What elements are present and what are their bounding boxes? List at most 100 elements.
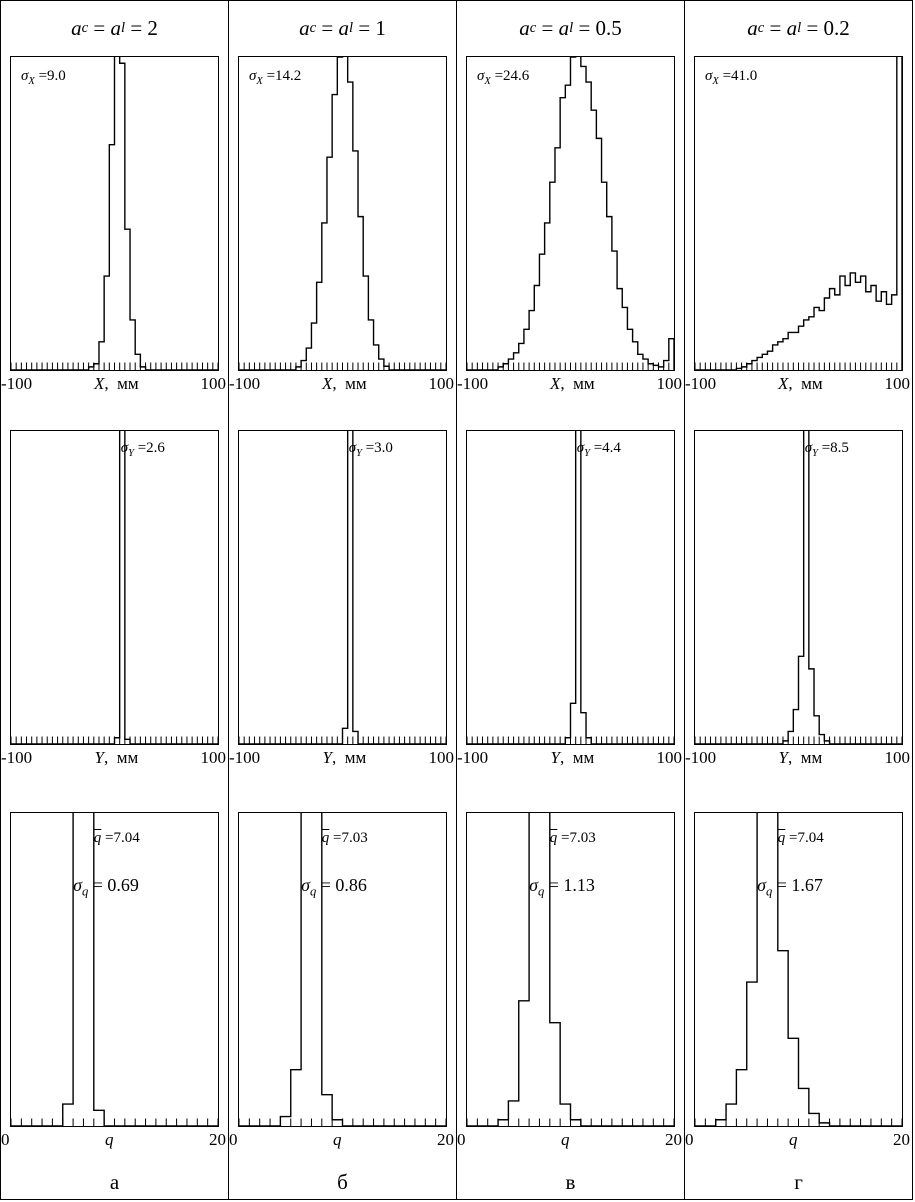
axis-max: 100	[656, 373, 682, 393]
axis-var: q	[789, 1129, 798, 1149]
panel-y-histogram-1: σY =2.6 -100 Y, мм 100	[1, 429, 228, 774]
sigma-y-label: σY =2.6	[121, 439, 165, 461]
q-bar-symbol: q	[549, 829, 558, 846]
mean-q-label: q =7.03	[550, 829, 596, 847]
sigma-x-label: σX =14.2	[249, 67, 301, 89]
q-histogram	[467, 813, 674, 1126]
q-axis-labels: 0 q 20	[1, 1130, 226, 1156]
sigma-q-label: σq = 1.13	[529, 875, 595, 900]
axis-unit: , мм	[104, 373, 139, 393]
sigma-subscript: q	[765, 884, 773, 899]
axis-max: 20	[437, 1129, 454, 1149]
header-value: = 1	[353, 15, 386, 40]
sigma-q-label: σq = 1.67	[757, 875, 823, 900]
sigma-q-label: σq = 0.69	[73, 875, 139, 900]
header-sub: c	[309, 19, 317, 36]
sigma-symbol: σ	[73, 874, 82, 895]
panel-q-histogram-4: q =7.04 σq = 1.67 0 q 20	[685, 811, 912, 1156]
header-value: = 0.2	[801, 15, 850, 40]
axis-var: q	[561, 1129, 570, 1149]
header-sub: c	[81, 19, 89, 36]
axis-var: Y	[550, 747, 560, 767]
sigma-value: =4.4	[589, 439, 621, 456]
y-axis-labels: -100 Y, мм 100	[685, 748, 910, 774]
axis-min: -100	[685, 747, 717, 767]
axis-title: q	[789, 1130, 798, 1150]
mean-q-label: q =7.03	[322, 829, 368, 847]
subfigure-letter: а	[109, 1169, 120, 1194]
header-sub: l	[348, 19, 354, 36]
axis-max: 100	[200, 373, 226, 393]
sigma-y-label: σY =3.0	[349, 439, 393, 461]
axis-title: X, мм	[550, 374, 595, 394]
header-var: a	[338, 15, 349, 40]
mean-value: =7.04	[101, 829, 140, 846]
y-axis-labels: -100 Y, мм 100	[457, 748, 682, 774]
sigma-symbol: σ	[529, 874, 538, 895]
mean-q-label: q =7.04	[94, 829, 140, 847]
axis-unit: , мм	[787, 747, 823, 767]
sigma-symbol: σ	[757, 874, 766, 895]
header-var: a	[299, 15, 310, 40]
header-sub: c	[757, 19, 765, 36]
axis-unit: , мм	[788, 373, 823, 393]
sigma-subscript: q	[81, 884, 89, 899]
sigma-subscript: X	[256, 75, 263, 87]
sigma-x-label: σX =9.0	[21, 67, 66, 89]
axis-max: 100	[428, 373, 454, 393]
axis-min: -100	[457, 747, 489, 767]
axis-title: Y, мм	[322, 748, 366, 768]
axis-title: Y, мм	[550, 748, 594, 768]
header-sub: c	[529, 19, 537, 36]
plot-frame: q =7.04 σq = 0.69	[10, 811, 219, 1127]
panel-q-histogram-1: q =7.04 σq = 0.69 0 q 20	[1, 811, 228, 1156]
panel-y-histogram-3: σY =4.4 -100 Y, мм 100	[457, 429, 684, 774]
axis-min: 0	[685, 1129, 694, 1149]
axis-title: X, мм	[322, 374, 367, 394]
header-var: a	[110, 15, 121, 40]
q-bar-symbol: q	[321, 829, 330, 846]
header-var: a	[747, 15, 758, 40]
sigma-subscript: X	[484, 75, 491, 87]
sigma-subscript: X	[712, 75, 719, 87]
axis-min: 0	[229, 1129, 238, 1149]
axis-max: 20	[665, 1129, 682, 1149]
axis-unit: , мм	[331, 747, 367, 767]
sigma-symbol: σ	[477, 67, 485, 84]
axis-var: X	[550, 373, 561, 393]
sigma-symbol: σ	[705, 67, 713, 84]
y-histogram	[467, 431, 674, 744]
sigma-value: =14.2	[262, 67, 302, 84]
axis-min: -100	[685, 373, 717, 393]
sigma-value: =24.6	[490, 67, 530, 84]
x-histogram	[239, 57, 446, 370]
panel-y-histogram-2: σY =3.0 -100 Y, мм 100	[229, 429, 456, 774]
subfigure-letter: г	[794, 1169, 803, 1194]
q-histogram	[239, 813, 446, 1126]
axis-var: Y	[94, 747, 104, 767]
header-sub: l	[569, 19, 574, 36]
header-var: a	[519, 15, 530, 40]
sigma-symbol: σ	[348, 439, 357, 456]
axis-min: -100	[229, 747, 261, 767]
axis-title: q	[105, 1130, 114, 1150]
axis-title: X, мм	[94, 374, 139, 394]
sigma-value: =9.0	[34, 67, 66, 84]
axis-max: 20	[893, 1129, 910, 1149]
sigma-value: =41.0	[718, 67, 758, 84]
x-axis-labels: -100 X, мм 100	[229, 374, 454, 400]
sigma-value: = 1.13	[544, 874, 595, 895]
sigma-symbol: σ	[21, 67, 29, 84]
plot-frame: σX =9.0	[10, 55, 219, 371]
y-axis-labels: -100 Y, мм 100	[1, 748, 226, 774]
q-axis-labels: 0 q 20	[457, 1130, 682, 1156]
axis-title: q	[333, 1130, 342, 1150]
axis-max: 100	[428, 747, 455, 767]
